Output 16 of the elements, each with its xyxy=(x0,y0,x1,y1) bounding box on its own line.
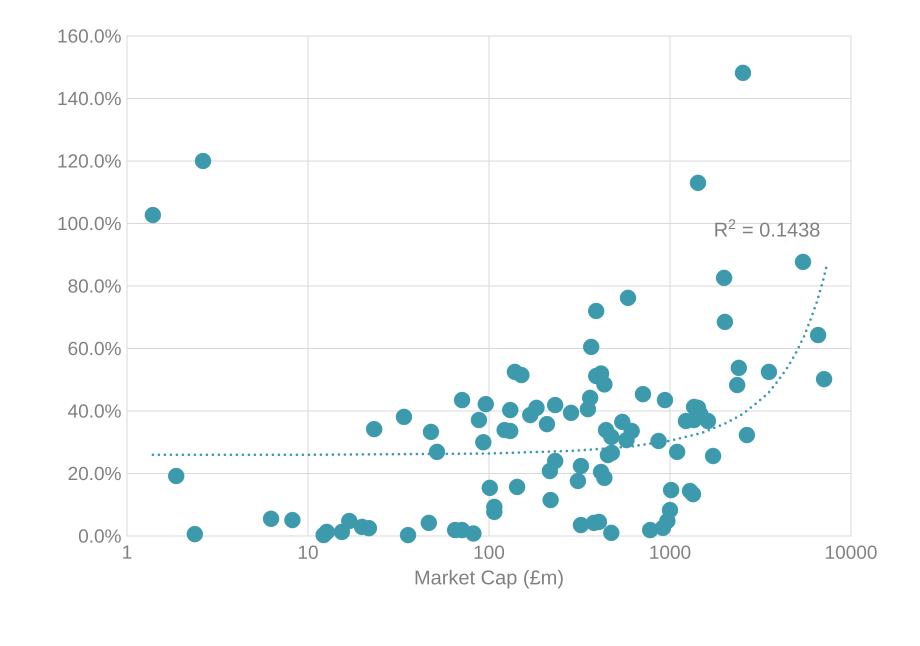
y-tick-label: 20.0% xyxy=(68,466,121,480)
x-tick-label: 1000 xyxy=(650,546,690,559)
y-tick-label: 60.0% xyxy=(68,342,121,356)
y-tick-label: 40.0% xyxy=(68,404,121,418)
x-tick-label: 100 xyxy=(474,546,504,559)
y-tick-label: 100.0% xyxy=(58,216,121,230)
y-tick-label: 120.0% xyxy=(58,154,121,168)
x-axis-title: Market Cap (£m) xyxy=(416,570,563,588)
x-tick-label: 10000 xyxy=(826,546,877,559)
y-tick-label: 80.0% xyxy=(68,279,121,293)
x-tick-label: 10 xyxy=(298,546,318,559)
x-tick-label: 1 xyxy=(123,546,132,559)
annotation: R$^{2}$ = 0.1438 xyxy=(715,219,820,237)
y-tick-label: 160.0% xyxy=(58,29,121,43)
y-tick-label: 0.0% xyxy=(78,529,121,543)
y-tick-label: 140.0% xyxy=(58,92,121,106)
